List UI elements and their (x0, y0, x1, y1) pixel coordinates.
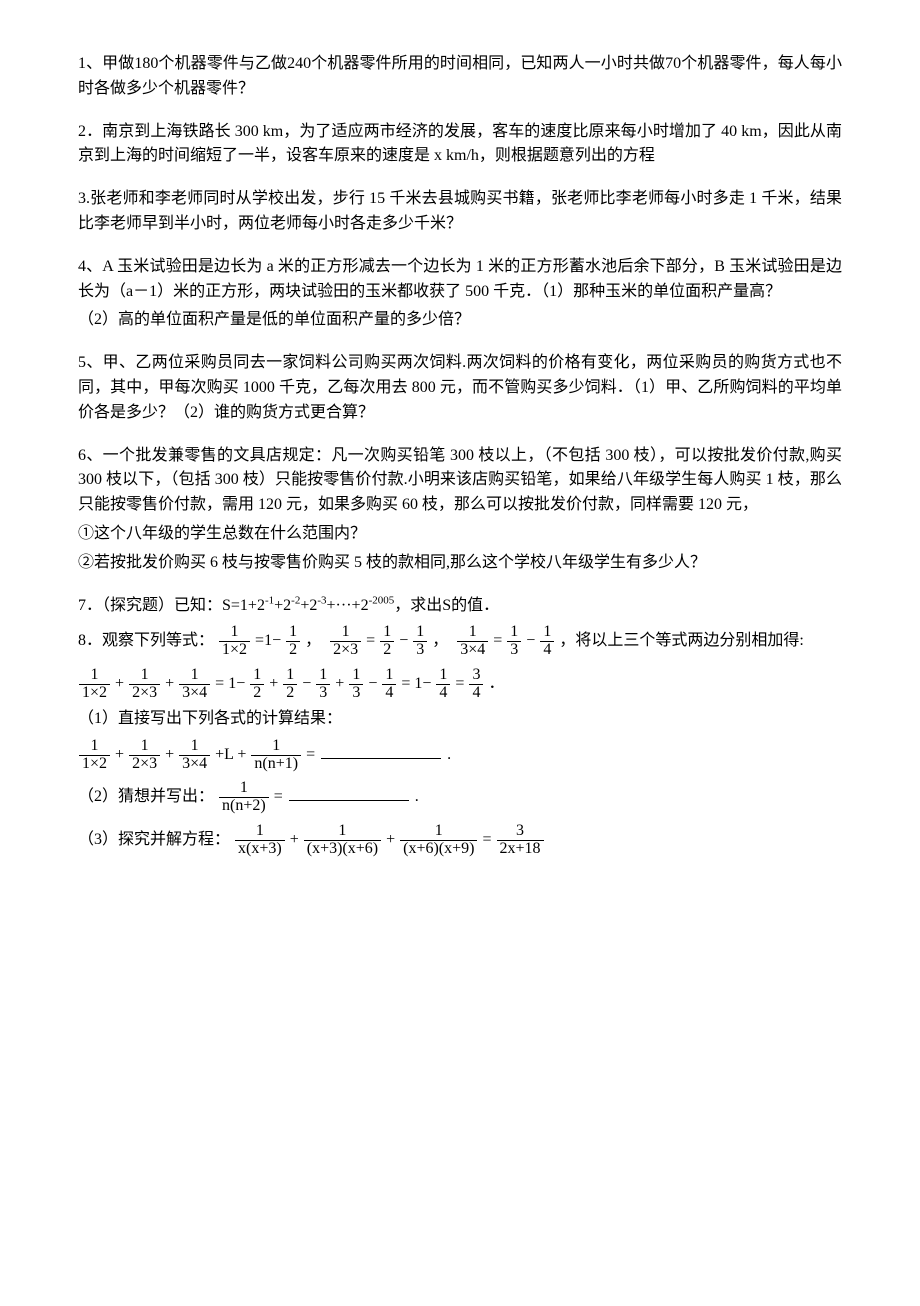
p3-b: 1(x+3)(x+6) (304, 823, 381, 858)
question-6-s1: ①这个八年级的学生总数在什么范围内？ (78, 522, 842, 547)
plus: + (386, 831, 395, 848)
sum-t3: 13 (316, 667, 330, 702)
sum-a: 11×2 (79, 667, 110, 702)
plus: + (290, 831, 299, 848)
frac-1-2x3: 12×3 (330, 624, 361, 659)
sum-b: 12×3 (129, 667, 160, 702)
question-3: 3.张老师和李老师同时从学校出发，步行 15 千米去县城购买书籍，张老师比李老师… (78, 187, 842, 237)
question-4-sub: （2）高的单位面积产量是低的单位面积产量的多少倍？ (78, 308, 842, 333)
q7-exp3: -3 (317, 594, 326, 606)
eq: = (493, 632, 502, 649)
q7-pre: 7．（探究题）已知：S=1+2 (78, 597, 265, 614)
eq: = (255, 632, 264, 649)
sum-t2: 12 (283, 667, 297, 702)
q8-part1-row: 11×2 + 12×3 + 13×4 +L + 1n(n+1) = . (78, 736, 842, 774)
plus: + (269, 675, 278, 692)
minus: − (302, 675, 311, 692)
p1-end: . (447, 746, 451, 763)
q7-p2: +2 (300, 597, 317, 614)
q8-part2-label: （2）猜想并写出： (78, 788, 214, 805)
p1-last: 1n(n+1) (251, 738, 301, 773)
minus: − (272, 632, 281, 649)
p2-frac: 1n(n+2) (219, 780, 269, 815)
sum-c: 13×4 (179, 667, 210, 702)
p1-ellipsis: +L + (215, 746, 246, 763)
q8-sum-line: 11×2 + 12×3 + 13×4 = 1− 12 + 12 − 13 + 1… (78, 665, 842, 703)
p3-c: 1(x+6)(x+9) (400, 823, 477, 858)
frac-third-b: 13 (507, 624, 521, 659)
question-4-main: 4、A 玉米试验田是边长为 a 米的正方形减去一个边长为 1 米的正方形蓄水池后… (78, 255, 842, 305)
p2-end: . (415, 788, 419, 805)
q7-exp2: -2 (291, 594, 300, 606)
frac-third: 13 (413, 624, 427, 659)
question-6-main: 6、一个批发兼零售的文具店规定：凡一次购买铅笔 300 枝以上，（不包括 300… (78, 444, 842, 518)
plus: + (165, 746, 174, 763)
frac-1-2: 12 (286, 624, 300, 659)
p3-r: 32x+18 (497, 823, 544, 858)
one: 1 (228, 675, 236, 692)
plus: + (165, 675, 174, 692)
frac-1-1x2: 11×2 (219, 624, 250, 659)
q7-p1: +2 (274, 597, 291, 614)
sum-res: 34 (469, 667, 483, 702)
question-4: 4、A 玉米试验田是边长为 a 米的正方形减去一个边长为 1 米的正方形蓄水池后… (78, 255, 842, 333)
q7-exp4: -2005 (369, 594, 395, 606)
comma2: ， (432, 632, 448, 649)
plus: + (335, 675, 344, 692)
blank-input-1[interactable] (321, 744, 441, 759)
minus: − (368, 675, 377, 692)
q8-part3-label: （3）探究并解方程： (78, 831, 230, 848)
blank-input-2[interactable] (289, 786, 409, 801)
sum-t4: 13 (349, 667, 363, 702)
p1-eq: = (306, 746, 315, 763)
dot: ． (488, 675, 504, 692)
p1-c: 13×4 (179, 738, 210, 773)
p2-eq: = (274, 788, 283, 805)
question-8: 8．观察下列等式： 11×2 =1− 12 ， 12×3 = 12 − 13 ，… (78, 622, 842, 859)
p3-a: 1x(x+3) (235, 823, 285, 858)
q7-tail: ，求出S的值． (394, 597, 499, 614)
q8-lead: 8．观察下列等式： (78, 632, 214, 649)
question-5: 5、甲、乙两位采购员同去一家饲料公司购买两次饲料.两次饲料的价格有变化，两位采购… (78, 351, 842, 425)
frac-quarter: 14 (540, 624, 554, 659)
sum-t1: 12 (250, 667, 264, 702)
eq: = (455, 675, 464, 692)
question-2: 2．南京到上海铁路长 300 km，为了适应两市经济的发展，客车的速度比原来每小… (78, 120, 842, 170)
sum-t5: 14 (382, 667, 396, 702)
question-6-s2: ②若按批发价购买 6 枝与按零售价购买 5 枝的款相同,那么这个学校八年级学生有… (78, 551, 842, 576)
question-6: 6、一个批发兼零售的文具店规定：凡一次购买铅笔 300 枝以上，（不包括 300… (78, 444, 842, 576)
p1-a: 11×2 (79, 738, 110, 773)
plus: + (115, 675, 124, 692)
comma1: ， (305, 632, 321, 649)
q7-p3: +···+2 (327, 597, 369, 614)
question-7: 7．（探究题）已知：S=1+2-1+2-2+2-3+···+2-2005，求出S… (78, 594, 842, 619)
frac-1-3x4: 13×4 (457, 624, 488, 659)
p3-eq: = (482, 831, 491, 848)
sum-t6: 14 (436, 667, 450, 702)
one: 1 (264, 632, 272, 649)
minus: − (526, 632, 535, 649)
q8-part1-label: （1）直接写出下列各式的计算结果： (78, 707, 842, 732)
question-1: 1、甲做180个机器零件与乙做240个机器零件所用的时间相同，已知两人一小时共做… (78, 52, 842, 102)
eq: = (215, 675, 224, 692)
minus: − (236, 675, 245, 692)
eq: = (401, 675, 410, 692)
q8-lead-line: 8．观察下列等式： 11×2 =1− 12 ， 12×3 = 12 − 13 ，… (78, 622, 842, 660)
eq: = (366, 632, 375, 649)
q8-part2-row: （2）猜想并写出： 1n(n+2) = . (78, 778, 842, 816)
p1-b: 12×3 (129, 738, 160, 773)
q8-part3-row: （3）探究并解方程： 1x(x+3) + 1(x+3)(x+6) + 1(x+6… (78, 821, 842, 859)
plus: + (115, 746, 124, 763)
frac-half: 12 (380, 624, 394, 659)
q7-exp1: -1 (265, 594, 274, 606)
minus: − (422, 675, 431, 692)
minus: − (399, 632, 408, 649)
q8-tail: ，将以上三个等式两边分别相加得: (559, 632, 803, 649)
